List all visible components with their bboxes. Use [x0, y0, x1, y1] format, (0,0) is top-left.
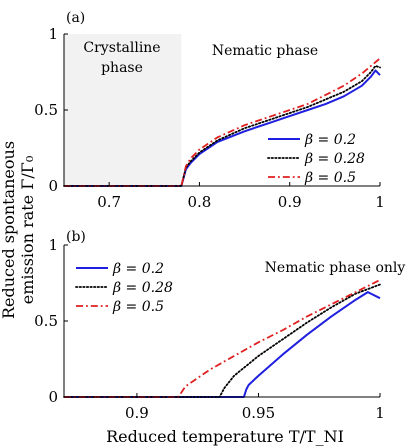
y-tick-label: 1	[48, 25, 58, 43]
x-tick-label: 0.7	[97, 193, 121, 211]
x-tick-label: 0.9	[125, 404, 149, 422]
y-axis-label-line1: Reduced spontaneous	[0, 141, 18, 319]
crystalline-label-line1: Crystalline	[83, 40, 160, 56]
crystalline-label-line2: phase	[101, 60, 143, 76]
x-tick-label: 1	[375, 404, 385, 422]
legend-label: β = 0.2	[304, 132, 356, 148]
x-tick-label: 0.8	[187, 193, 211, 211]
legend: β = 0.2 β = 0.28 β = 0.5	[75, 261, 173, 315]
x-tick-label: 0.9	[278, 193, 302, 211]
legend-label: β = 0.2	[112, 261, 164, 277]
x-tick-label: 0.95	[242, 404, 275, 422]
series-line	[64, 279, 381, 398]
y-tick-label: 0	[48, 177, 58, 195]
x-axis-label: Reduced temperature T/T_NI	[106, 427, 344, 446]
legend-label: β = 0.5	[112, 299, 164, 315]
phase-annotation: Nematic phase only	[265, 260, 406, 276]
crystalline-region	[64, 34, 182, 186]
series-line	[64, 69, 381, 187]
y-tick-label: 0	[48, 388, 58, 406]
series-line	[64, 291, 381, 398]
y-axis-label-line2: emission rate Γ/Γ₀	[18, 156, 37, 305]
panel-label: (a)	[66, 10, 85, 26]
legend: β = 0.2 β = 0.28 β = 0.5	[267, 132, 365, 186]
legend-label: β = 0.28	[304, 151, 365, 167]
panel-label: (b)	[66, 229, 86, 245]
legend-label: β = 0.28	[112, 280, 173, 296]
panel-a: Crystalline phase 0.7 0.8 0.9 1 0 0.5 1 (a) Nemati…	[34, 10, 385, 211]
series-line	[64, 57, 381, 187]
series-line	[63, 283, 381, 398]
y-tick-label: 0.5	[34, 101, 58, 119]
legend-label: β = 0.5	[304, 170, 356, 186]
x-tick-label: 1	[375, 193, 385, 211]
panel-b: 0.9 0.95 1 0 0.5 1 (b) Nematic phase only β = 0.…	[34, 229, 405, 422]
series-line	[63, 65, 381, 187]
phase-annotation: Nematic phase	[212, 43, 318, 59]
y-tick-label: 0.5	[34, 312, 58, 330]
y-tick-label: 1	[48, 236, 58, 254]
